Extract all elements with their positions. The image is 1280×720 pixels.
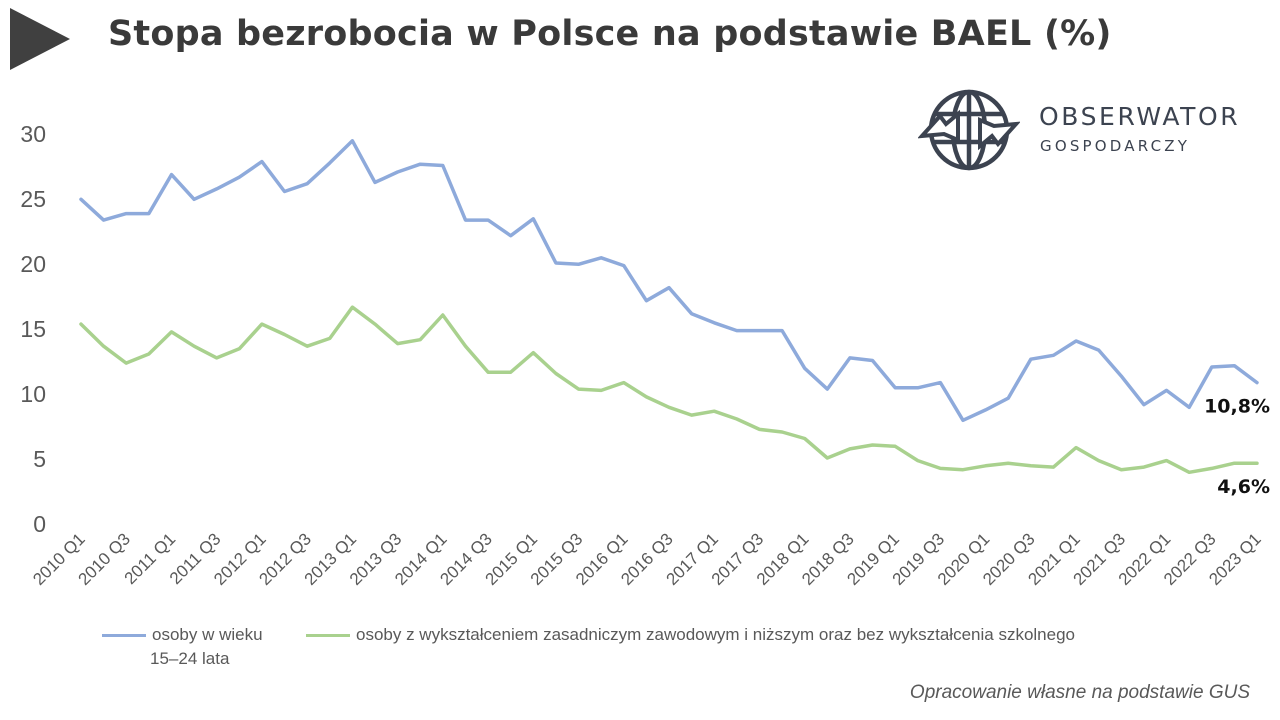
logo: OBSERWATOR GOSPODARCZY	[918, 84, 1268, 176]
y-axis: 0 5 10 15 20 25 30	[20, 121, 46, 537]
series-line-youth	[79, 139, 1259, 423]
logo-name: OBSERWATOR	[1039, 102, 1241, 131]
end-label-youth: 10,8%	[1204, 396, 1270, 418]
legend-swatch-education	[306, 634, 350, 638]
legend-label-education: osoby z wykształceniem zasadniczym zawod…	[356, 625, 1075, 644]
y-tick-label: 0	[33, 511, 46, 537]
y-tick-label: 15	[20, 316, 46, 342]
y-tick-label: 5	[33, 446, 46, 472]
end-label-education: 4,6%	[1217, 476, 1270, 498]
globe-arrows-icon	[918, 89, 1020, 171]
y-tick-label: 30	[20, 121, 46, 147]
legend-label-youth-line2: 15–24 lata	[150, 649, 230, 668]
y-tick-label: 20	[20, 251, 46, 277]
legend-swatch-youth	[102, 634, 146, 638]
series-lines	[79, 139, 1259, 475]
series-line-education	[79, 305, 1259, 475]
logo-subtitle: GOSPODARCZY	[1040, 137, 1191, 155]
source-note: Opracowanie własne na podstawie GUS	[909, 682, 1250, 703]
title-triangle-marker	[10, 8, 70, 70]
legend-label-youth-line1: osoby w wieku	[152, 625, 263, 644]
end-labels: 10,8% 4,6%	[1204, 396, 1270, 499]
y-tick-label: 10	[20, 381, 46, 407]
y-tick-label: 25	[20, 186, 46, 212]
legend-item-education: osoby z wykształceniem zasadniczym zawod…	[306, 623, 1075, 647]
page-title: Stopa bezrobocia w Polsce na podstawie B…	[108, 14, 1112, 54]
legend-item-youth: osoby w wieku 15–24 lata	[102, 623, 263, 671]
